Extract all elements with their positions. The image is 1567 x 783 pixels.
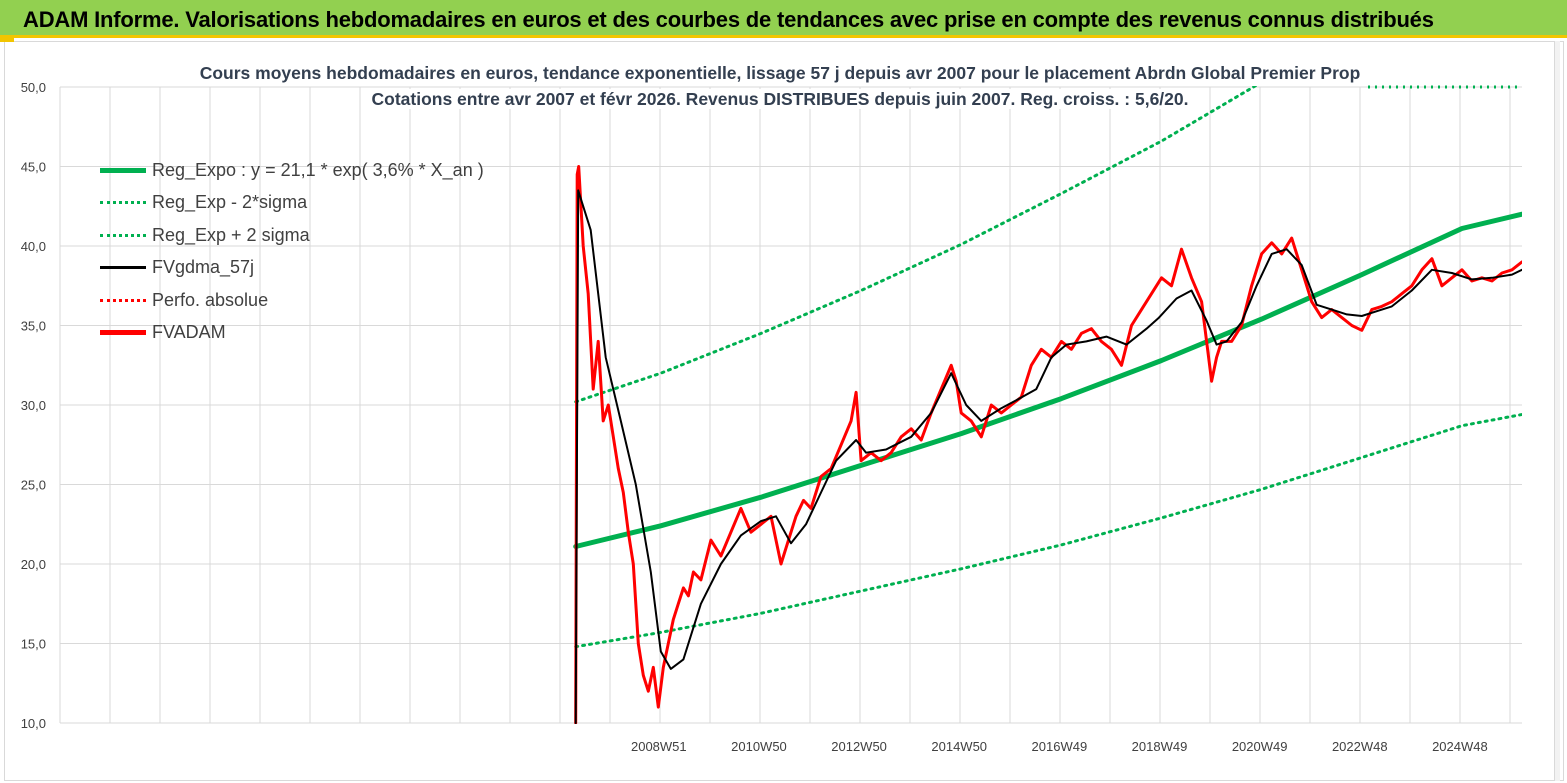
legend-label: Reg_Expo : y = 21,1 * exp( 3,6% * X_an ) [152, 159, 484, 180]
chart-title: Cours moyens hebdomadaires en euros, ten… [180, 60, 1380, 112]
x-tick-label: 2014W50 [931, 739, 987, 754]
legend-label: FVgdma_57j [152, 257, 255, 278]
series-fvgdma-57j [574, 189, 1522, 724]
chart-legend: Reg_Expo : y = 21,1 * exp( 3,6% * X_an )… [100, 154, 484, 349]
legend-label: Reg_Exp - 2*sigma [152, 192, 308, 213]
legend-swatch [100, 201, 146, 205]
y-tick-label: 30,0 [21, 398, 46, 413]
legend-label: Perfo. absolue [152, 289, 269, 310]
x-tick-label: 2016W49 [1032, 739, 1088, 754]
x-tick-label: 2022W48 [1332, 739, 1388, 754]
chart-title-line2: Cotations entre avr 2007 et févr 2026. R… [368, 89, 1192, 109]
chart-title-line1: Cours moyens hebdomadaires en euros, ten… [196, 63, 1364, 83]
y-tick-label: 45,0 [21, 160, 46, 175]
legend-item: Reg_Exp - 2*sigma [100, 187, 484, 220]
y-tick-label: 50,0 [21, 80, 46, 95]
legend-item: FVgdma_57j [100, 252, 484, 285]
y-tick-label: 20,0 [21, 557, 46, 572]
x-tick-label: 2008W51 [631, 739, 687, 754]
legend-item: FVADAM [100, 317, 484, 350]
legend-item: Reg_Exp + 2 sigma [100, 219, 484, 252]
x-tick-label: 2020W49 [1232, 739, 1288, 754]
legend-swatch [100, 266, 146, 270]
legend-item: Perfo. absolue [100, 284, 484, 317]
corner-mark-right [1554, 41, 1560, 781]
y-tick-label: 15,0 [21, 637, 46, 652]
header-banner: ADAM Informe. Valorisations hebdomadaire… [0, 0, 1567, 38]
chart-frame [4, 41, 1564, 781]
y-tick-label: 35,0 [21, 319, 46, 334]
x-tick-label: 2024W48 [1432, 739, 1488, 754]
banner-title: ADAM Informe. Valorisations hebdomadaire… [23, 7, 1434, 32]
x-tick-label: 2012W50 [831, 739, 887, 754]
series-fvadam [574, 165, 1522, 724]
x-tick-label: 2018W49 [1132, 739, 1188, 754]
x-tick-label: 2010W50 [731, 739, 787, 754]
series-reg-expo [573, 211, 1522, 549]
legend-swatch [100, 167, 146, 173]
y-tick-label: 10,0 [21, 716, 46, 731]
legend-item: Reg_Expo : y = 21,1 * exp( 3,6% * X_an ) [100, 154, 484, 187]
y-tick-label: 25,0 [21, 478, 46, 493]
corner-mark-left [0, 38, 14, 42]
legend-swatch [100, 233, 146, 237]
series-reg-exp-plus [574, 86, 1259, 404]
legend-label: Reg_Exp + 2 sigma [152, 224, 310, 245]
series-reg-exp-minus [574, 413, 1522, 649]
legend-swatch [100, 298, 146, 302]
legend-swatch [100, 330, 146, 336]
legend-label: FVADAM [152, 322, 226, 343]
y-tick-label: 40,0 [21, 239, 46, 254]
